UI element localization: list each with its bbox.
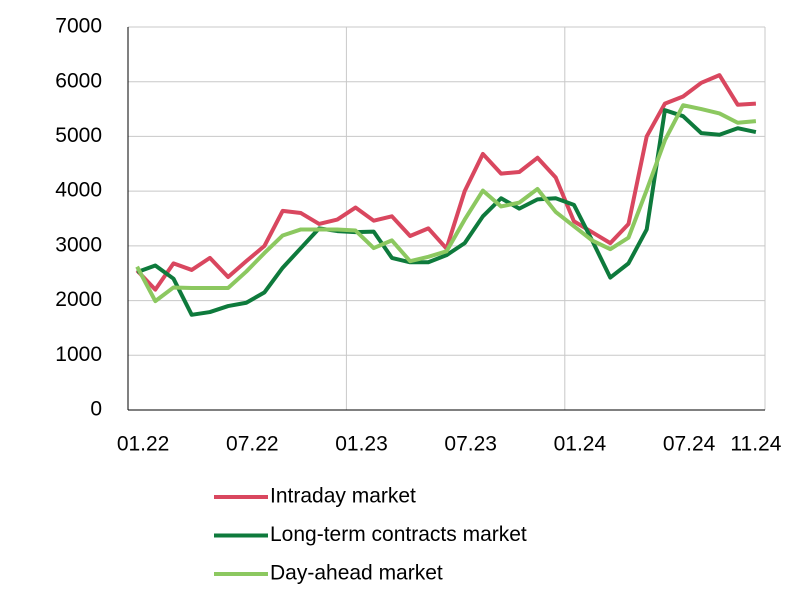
- series-line: [135, 103, 757, 304]
- y-tick-label: 0: [90, 398, 102, 421]
- x-tick-label: 07.24: [663, 433, 716, 456]
- legend-label: Long-term contracts market: [270, 523, 527, 546]
- x-tick-label: 07.22: [226, 433, 279, 456]
- y-tick-label: 5000: [55, 124, 102, 147]
- legend-label: Intraday market: [270, 485, 416, 508]
- legend-label: Day-ahead market: [270, 562, 443, 585]
- y-tick-label: 6000: [55, 69, 102, 92]
- x-tick-label: 01.24: [554, 433, 607, 456]
- y-tick-label: 2000: [55, 288, 102, 311]
- x-tick-label: 11.24: [730, 433, 781, 456]
- y-tick-label: 4000: [55, 179, 102, 202]
- series-line: [135, 73, 757, 292]
- y-tick-label: 3000: [55, 233, 102, 256]
- x-tick-label: 01.22: [117, 433, 170, 456]
- y-tick-label: 1000: [55, 343, 102, 366]
- y-tick-label: 7000: [55, 15, 102, 38]
- series-line: [136, 108, 757, 317]
- x-tick-label: 01.23: [335, 433, 388, 456]
- x-tick-label: 07.23: [444, 433, 497, 456]
